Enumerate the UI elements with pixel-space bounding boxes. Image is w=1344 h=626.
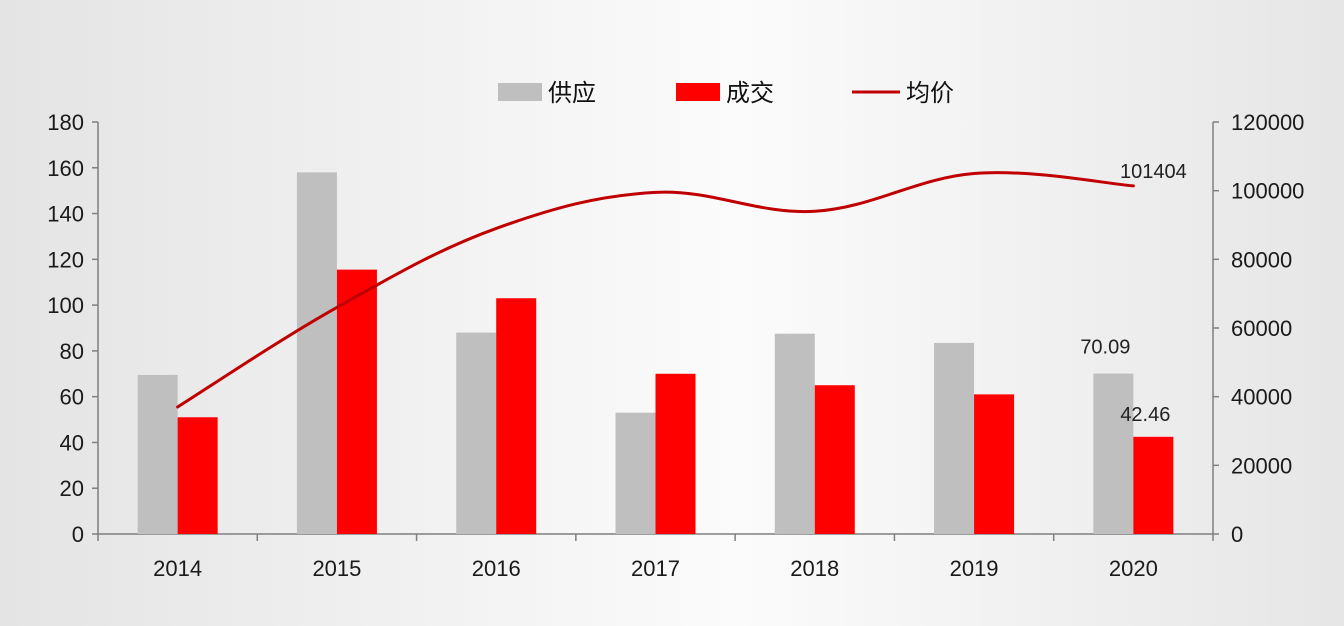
deal-bar: [814, 385, 855, 534]
legend: 供应 成交 均价: [498, 80, 954, 107]
supply-bar: [774, 333, 815, 534]
legend-swatch: [676, 83, 720, 101]
x-tick-label: 2016: [472, 556, 521, 581]
x-axis: 2014 2015 2016 2017 2018 2019 2020: [97, 533, 1214, 581]
left-tick-label: 180: [47, 110, 84, 135]
right-tick-label: 80000: [1231, 247, 1292, 272]
left-tick-label: 0: [72, 522, 84, 547]
x-tick-label: 2020: [1109, 556, 1158, 581]
legend-swatch: [498, 83, 542, 101]
deal-bar: [336, 269, 377, 534]
x-tick-label: 2014: [153, 556, 202, 581]
deal-bar: [177, 417, 218, 534]
deal-bar: [974, 394, 1015, 534]
left-tick-label: 20: [60, 476, 84, 501]
right-tick-label: 20000: [1231, 453, 1292, 478]
right-tick-label: 0: [1231, 522, 1243, 547]
legend-label: 供应: [548, 80, 596, 107]
price-value-label: 101404: [1120, 161, 1187, 183]
legend-price: 均价: [852, 80, 954, 107]
deal-value-label: 42.46: [1120, 404, 1170, 426]
left-tick-label: 120: [47, 247, 84, 272]
left-tick-label: 60: [60, 385, 84, 410]
right-tick-label: 40000: [1231, 385, 1292, 410]
deal-bar: [496, 298, 537, 534]
x-tick-label: 2015: [312, 556, 361, 581]
supply-bar: [1093, 373, 1134, 534]
x-tick-label: 2018: [790, 556, 839, 581]
data-labels: 70.09 42.46 101404: [1080, 161, 1186, 426]
legend-supply: 供应: [498, 80, 596, 107]
supply-bar: [137, 374, 178, 534]
supply-bar: [296, 172, 337, 534]
left-tick-label: 40: [60, 430, 84, 455]
supply-bar: [934, 342, 975, 534]
left-tick-label: 140: [47, 202, 84, 227]
left-tick-label: 160: [47, 156, 84, 181]
price-line: [176, 171, 1135, 409]
deal-bar: [1133, 436, 1174, 534]
x-tick-label: 2019: [950, 556, 999, 581]
left-tick-label: 80: [60, 339, 84, 364]
supply-bar: [615, 412, 656, 534]
left-y-axis: 0 20 40 60 80 100 120 140 160 180: [47, 110, 99, 547]
bars: [137, 172, 1174, 534]
left-tick-label: 100: [47, 293, 84, 318]
right-tick-label: 120000: [1231, 110, 1304, 135]
legend-label: 均价: [906, 80, 954, 107]
supply-value-label: 70.09: [1080, 337, 1130, 359]
price-line-path: [176, 171, 1135, 409]
x-tick-label: 2017: [631, 556, 680, 581]
right-tick-label: 100000: [1231, 179, 1304, 204]
legend-deal: 成交: [676, 80, 774, 107]
deal-bar: [655, 373, 696, 534]
supply-bar: [456, 332, 497, 534]
right-tick-label: 60000: [1231, 316, 1292, 341]
right-y-axis: 0 20000 40000 60000 80000 100000 120000: [1212, 110, 1304, 547]
legend-label: 成交: [726, 80, 774, 107]
